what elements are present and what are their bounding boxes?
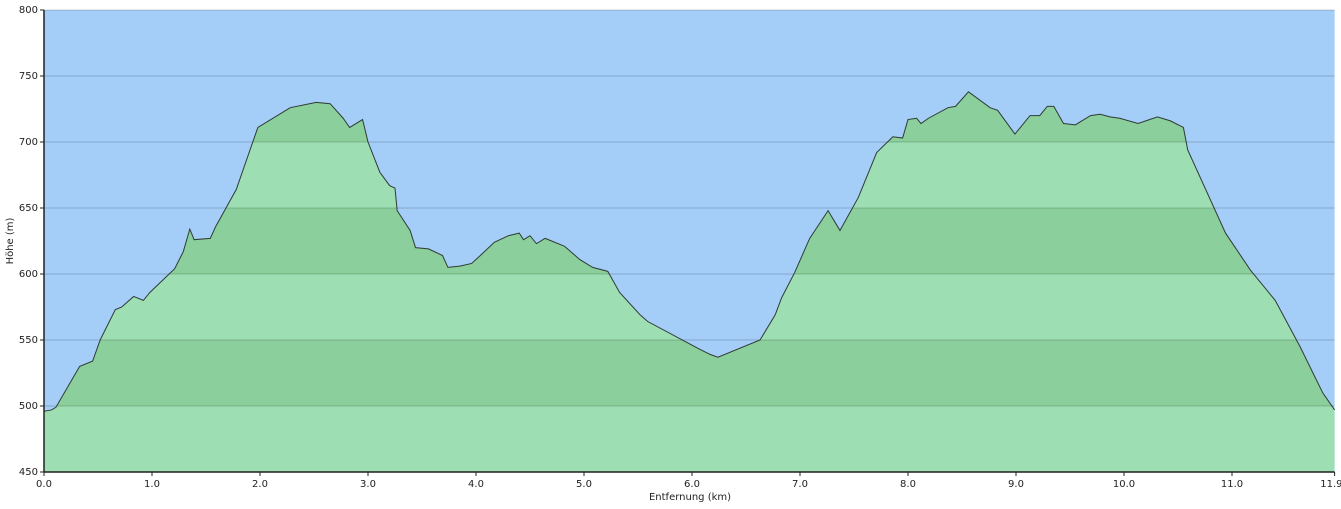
- x-tick-label: 7.0: [792, 479, 808, 490]
- x-axis-title: Entfernung (km): [649, 492, 731, 503]
- y-tick-label: 800: [19, 5, 38, 16]
- x-tick-label: 1.0: [144, 479, 160, 490]
- y-tick-label: 650: [19, 203, 38, 214]
- x-tick-label: 6.0: [684, 479, 700, 490]
- x-tick-label: 10.0: [1113, 479, 1135, 490]
- x-tick-label: 9.0: [1008, 479, 1024, 490]
- y-tick-label: 500: [19, 401, 38, 412]
- x-tick-label: 11.0: [1221, 479, 1243, 490]
- plot-area: [43, 9, 1336, 473]
- y-tick-label: 550: [19, 335, 38, 346]
- y-axis-title: Höhe (m): [5, 217, 16, 264]
- x-tick-label: 11.95: [1320, 479, 1341, 490]
- x-tick-label: 0.0: [36, 479, 52, 490]
- x-tick-label: 5.0: [576, 479, 592, 490]
- y-tick-label: 750: [19, 71, 38, 82]
- x-tick-label: 4.0: [468, 479, 484, 490]
- x-tick-label: 3.0: [360, 479, 376, 490]
- x-tick-label: 8.0: [900, 479, 916, 490]
- y-tick-label: 700: [19, 137, 38, 148]
- elevation-line: [43, 91, 1336, 412]
- band: [44, 340, 1335, 406]
- y-tick-label: 450: [19, 467, 38, 478]
- x-tick-label: 2.0: [252, 479, 268, 490]
- y-tick-label: 600: [19, 269, 38, 280]
